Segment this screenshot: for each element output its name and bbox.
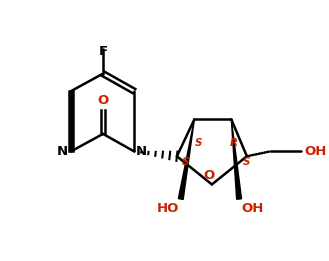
Text: F: F: [98, 45, 108, 58]
Text: N: N: [57, 145, 68, 158]
Text: S: S: [194, 138, 202, 148]
Text: HO: HO: [157, 202, 179, 215]
Text: R: R: [230, 138, 238, 148]
Text: N: N: [136, 145, 147, 158]
Polygon shape: [231, 119, 241, 199]
Text: S: S: [182, 157, 190, 167]
Text: OH: OH: [304, 145, 327, 158]
Text: OH: OH: [241, 202, 264, 215]
Polygon shape: [178, 119, 194, 199]
Text: O: O: [203, 169, 215, 182]
Text: O: O: [97, 94, 109, 107]
Text: S: S: [243, 157, 251, 167]
